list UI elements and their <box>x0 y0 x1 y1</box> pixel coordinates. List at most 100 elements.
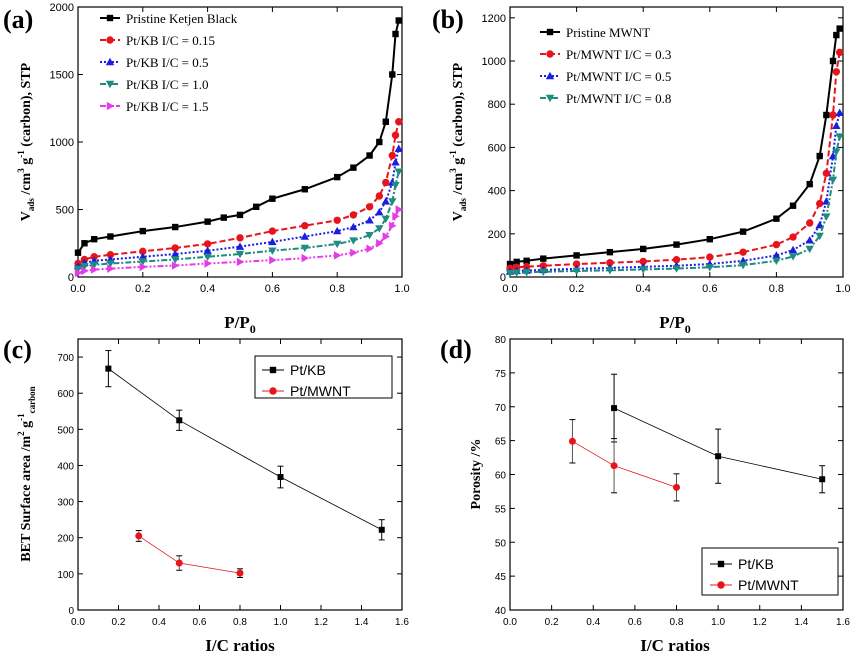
legend-marker <box>106 101 115 111</box>
legend-marker <box>105 80 115 89</box>
data-point <box>395 17 402 24</box>
x-axis-label: I/C ratios <box>640 636 710 655</box>
data-point <box>334 251 342 260</box>
x-tick-label: 0.4 <box>152 617 166 628</box>
data-point <box>568 437 576 445</box>
legend-entry: Pt/MWNT I/C = 0.3 <box>566 47 671 62</box>
data-point <box>220 214 227 221</box>
data-point <box>365 203 374 211</box>
data-point <box>375 208 384 216</box>
x-tick-label: 0.0 <box>70 283 85 295</box>
data-point <box>268 227 277 235</box>
x-tick-label: 1.6 <box>836 617 850 628</box>
x-tick-label: 0.0 <box>503 617 517 628</box>
y-tick-label: 0 <box>68 606 74 617</box>
data-point <box>772 240 781 249</box>
data-point <box>832 121 841 129</box>
legend-entry: Pt/MWNT I/C = 0.5 <box>566 69 671 84</box>
x-axis-label: P/P0 <box>659 313 691 336</box>
legend-entry: Pt/KB I/C = 0.15 <box>126 33 215 48</box>
y-tick-label: 700 <box>57 353 74 364</box>
series-line <box>108 368 382 531</box>
legend-marker <box>269 387 277 395</box>
data-point <box>610 462 618 470</box>
data-point <box>172 261 180 270</box>
x-tick-label: 0.4 <box>200 283 215 295</box>
x-tick-label: 0.6 <box>193 617 207 628</box>
data-point <box>375 225 384 233</box>
data-point <box>301 186 308 193</box>
data-point <box>74 249 82 256</box>
y-tick-label: 300 <box>57 498 74 509</box>
y-tick-label: 500 <box>57 425 74 436</box>
y-tick-label: 200 <box>57 534 74 545</box>
y-tick-label: 40 <box>495 606 507 617</box>
y-tick-label: 70 <box>495 403 507 414</box>
data-point <box>772 257 781 265</box>
panel-label: (d) <box>440 335 472 364</box>
chart-panel-2: 0.0 0.2 0.4 0.6 0.8 1.0 0 200 400 600 800 1000 1200 (… <box>432 5 850 336</box>
data-point <box>91 265 99 274</box>
data-point <box>376 239 384 248</box>
data-point <box>378 526 385 533</box>
y-tick-label: 45 <box>495 572 507 583</box>
data-point <box>106 251 115 259</box>
data-point <box>269 255 277 265</box>
data-point <box>381 197 390 205</box>
data-point <box>788 245 798 254</box>
data-point <box>235 242 245 250</box>
data-point <box>333 240 342 249</box>
y-tick-label: 100 <box>57 570 74 581</box>
y-axis-label: Vads /cm3 g-1 (carbon), STP <box>448 62 468 221</box>
data-point <box>773 215 780 222</box>
y-tick-label: 1000 <box>482 56 506 68</box>
x-tick-label: 0.4 <box>636 283 651 295</box>
data-point <box>138 258 147 266</box>
series-line <box>509 112 841 273</box>
x-tick-label: 0.2 <box>545 617 559 628</box>
series-line <box>77 121 400 265</box>
data-point <box>816 152 823 160</box>
y-tick-label: 75 <box>495 369 507 380</box>
data-point <box>382 178 390 187</box>
data-point <box>506 260 514 268</box>
legend-entry: Pt/MWNT <box>290 383 351 399</box>
data-point <box>828 176 838 184</box>
data-point <box>382 232 390 241</box>
data-point <box>235 250 245 259</box>
data-point <box>835 108 844 117</box>
y-tick-label: 80 <box>495 335 507 346</box>
y-tick-label: 500 <box>56 205 74 217</box>
data-point <box>176 417 183 424</box>
data-point <box>806 219 814 227</box>
y-tick-label: 400 <box>488 186 506 198</box>
legend-entry: Pt/MWNT I/C = 0.8 <box>566 91 671 106</box>
x-tick-label: 0.2 <box>569 283 584 295</box>
y-tick-label: 600 <box>57 389 74 400</box>
data-point <box>236 211 244 219</box>
data-point <box>822 213 831 221</box>
data-point <box>394 168 403 176</box>
data-point <box>673 241 680 248</box>
data-point <box>738 261 748 270</box>
x-tick-label: 1.0 <box>711 617 725 628</box>
series-pt-mwnt <box>568 419 680 502</box>
plot-frame <box>509 6 844 278</box>
data-point <box>389 71 396 78</box>
data-point <box>823 111 830 119</box>
legend-marker <box>546 28 554 36</box>
data-point <box>135 532 143 540</box>
data-point <box>300 232 309 240</box>
data-point <box>832 148 841 156</box>
x-tick-label: 0.0 <box>71 617 85 628</box>
data-point <box>139 247 147 256</box>
x-tick-label: 1.0 <box>274 617 288 628</box>
data-point <box>513 258 520 266</box>
y-tick-label: 2000 <box>50 2 74 14</box>
data-point <box>392 212 400 221</box>
data-point <box>333 216 341 224</box>
series-pt-kb-i-c-1-0 <box>73 168 403 274</box>
y-axis-label: BET Surface area /m2 g-1carbon <box>16 386 37 561</box>
legend-entry: Pt/MWNT <box>738 577 799 593</box>
